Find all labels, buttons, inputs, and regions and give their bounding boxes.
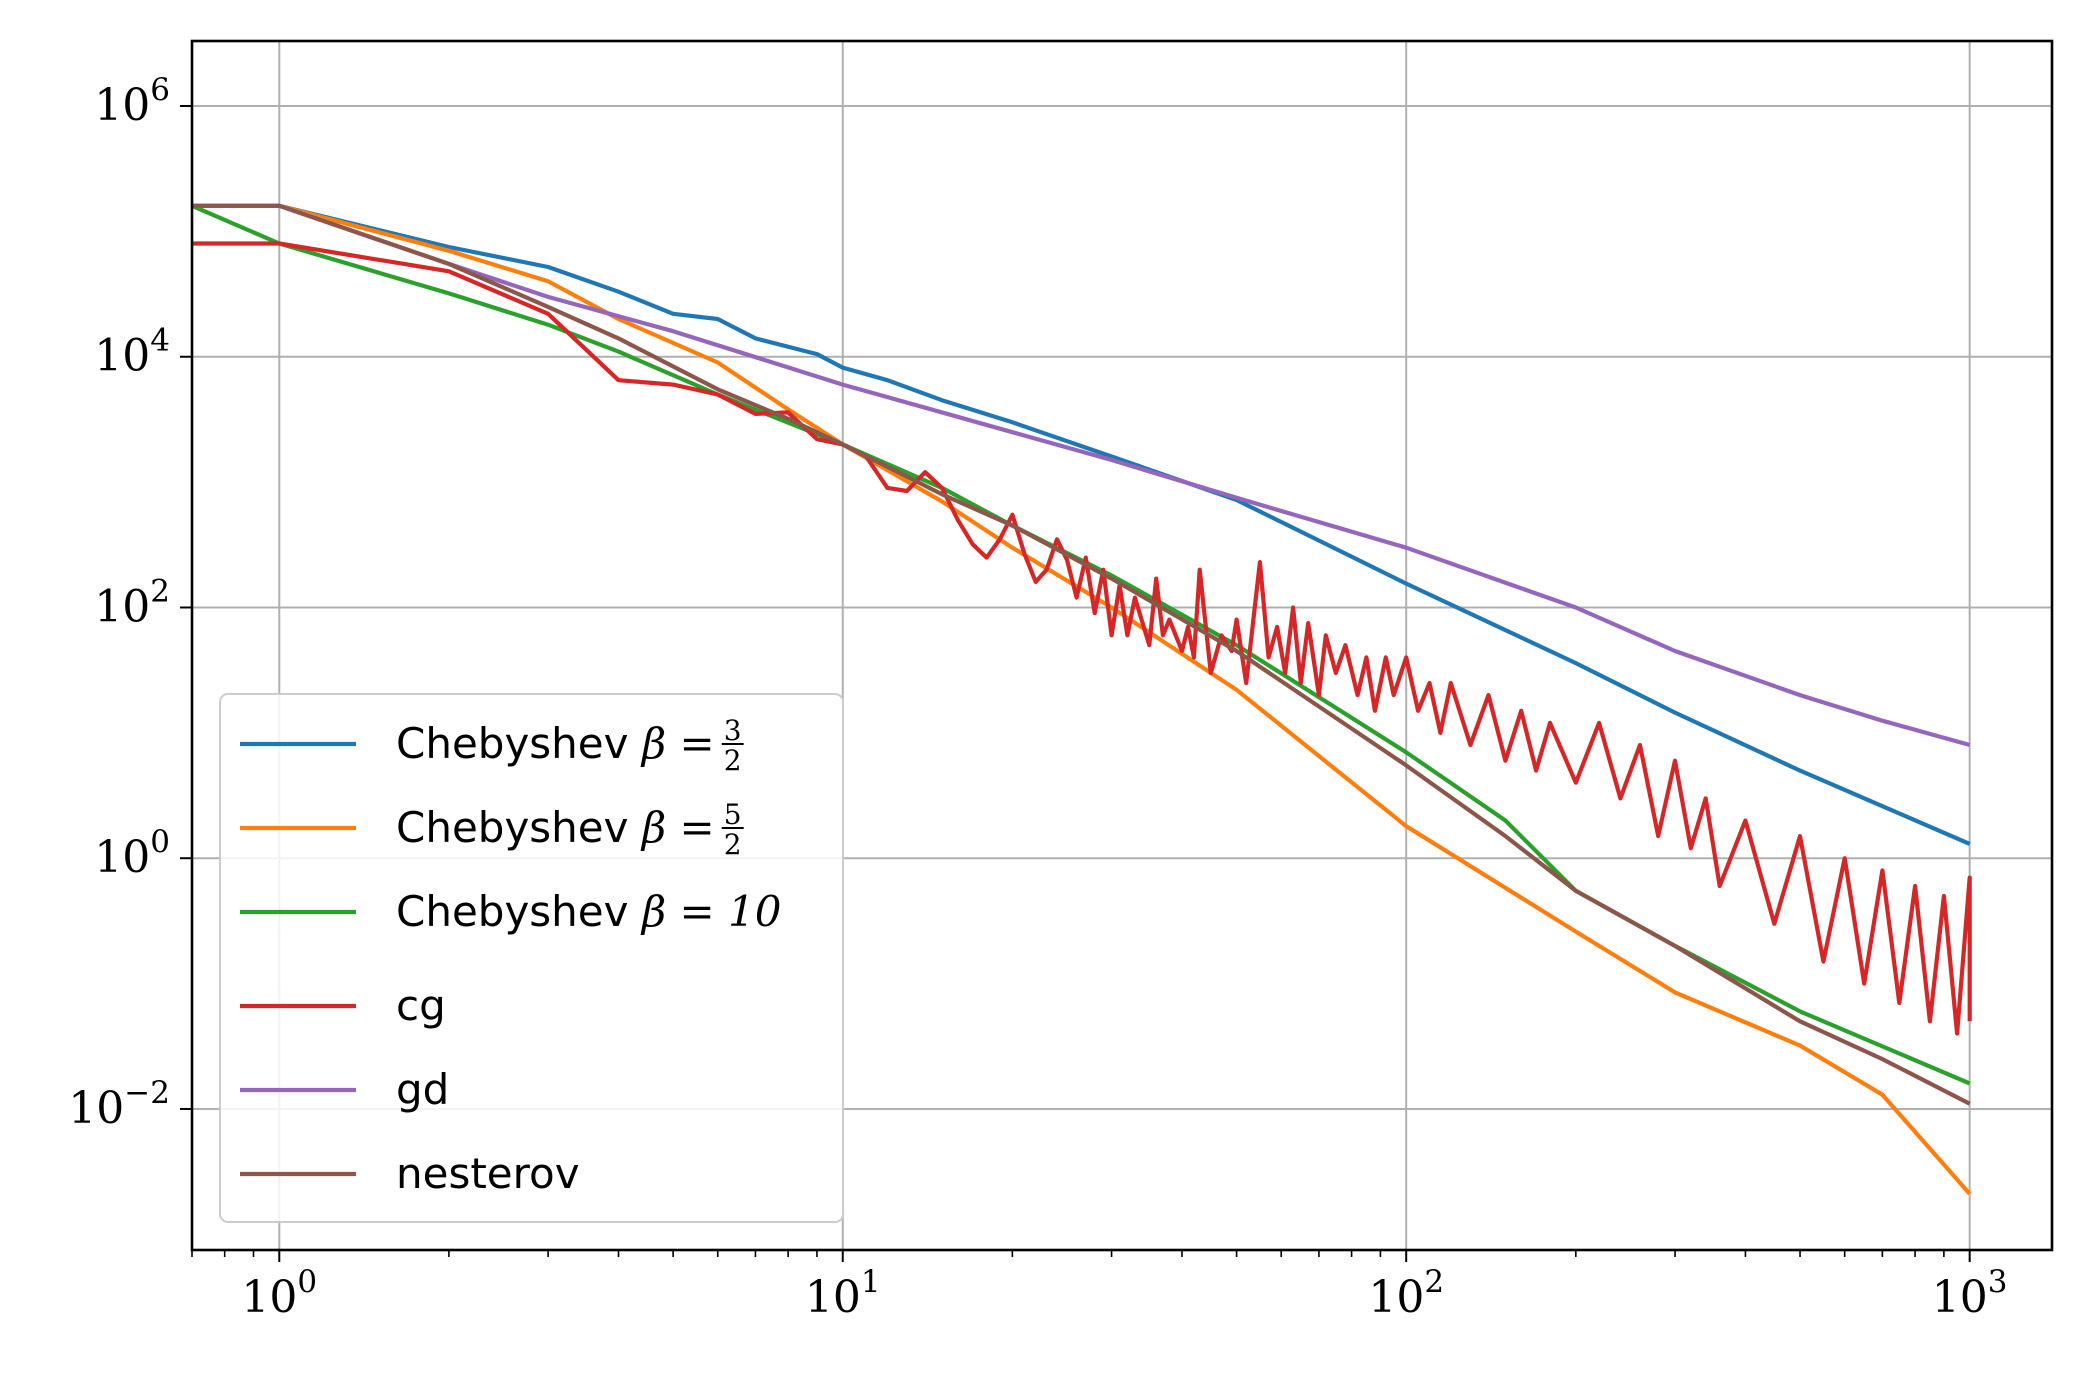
series-line-gd bbox=[192, 203, 1971, 748]
legend-frac-den: 2 bbox=[724, 744, 742, 777]
legend-frac-num: 3 bbox=[724, 714, 742, 747]
legend-label: Chebyshev β = 10 bbox=[396, 887, 781, 936]
minor-ticks bbox=[191, 1250, 1945, 1257]
legend-label: Chebyshev β = bbox=[396, 803, 715, 852]
x-tick-label: 102 bbox=[1368, 1264, 1444, 1323]
grid bbox=[192, 41, 2052, 1250]
y-tick-label: 104 bbox=[94, 323, 170, 382]
legend-label: gd bbox=[396, 1065, 449, 1114]
legend-label: nesterov bbox=[396, 1149, 580, 1198]
legend-label: cg bbox=[396, 981, 446, 1030]
x-axis-ticks: 100 101 102 103 bbox=[241, 1250, 2008, 1323]
x-tick-label: 101 bbox=[805, 1264, 881, 1323]
series-lines bbox=[191, 203, 1972, 1196]
x-tick-label: 100 bbox=[241, 1264, 317, 1323]
legend-box bbox=[219, 693, 844, 1223]
y-tick-label: 10−2 bbox=[68, 1075, 170, 1134]
series-line-nesterov bbox=[192, 203, 1971, 1106]
legend-frac-num: 5 bbox=[724, 798, 742, 831]
y-tick-label: 100 bbox=[94, 824, 170, 883]
x-tick-label: 103 bbox=[1932, 1264, 2008, 1323]
y-axis-ticks: 10−2 100 102 104 106 bbox=[68, 72, 192, 1134]
y-tick-label: 102 bbox=[94, 573, 170, 632]
series-line-chebyshev-5-2 bbox=[192, 203, 1972, 1196]
legend-label: Chebyshev β = bbox=[396, 719, 715, 768]
legend-frac-den: 2 bbox=[724, 828, 742, 861]
series-line-chebyshev-3-2 bbox=[192, 203, 1971, 846]
y-tick-label: 106 bbox=[94, 72, 170, 131]
plot-frame bbox=[190, 39, 2054, 1252]
series-line-cg bbox=[192, 241, 1972, 1036]
